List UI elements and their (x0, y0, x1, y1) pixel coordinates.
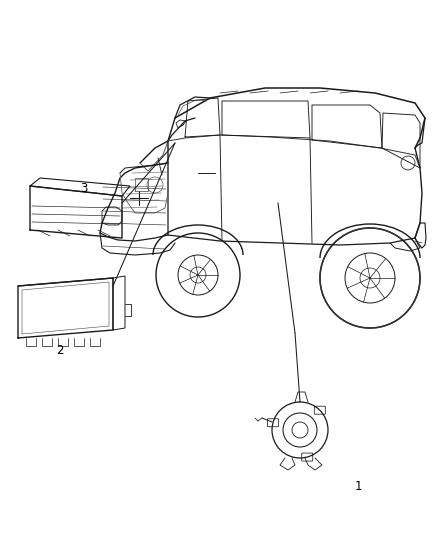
Text: 1: 1 (354, 481, 362, 494)
Text: 3: 3 (80, 182, 88, 196)
Text: 2: 2 (56, 343, 64, 357)
